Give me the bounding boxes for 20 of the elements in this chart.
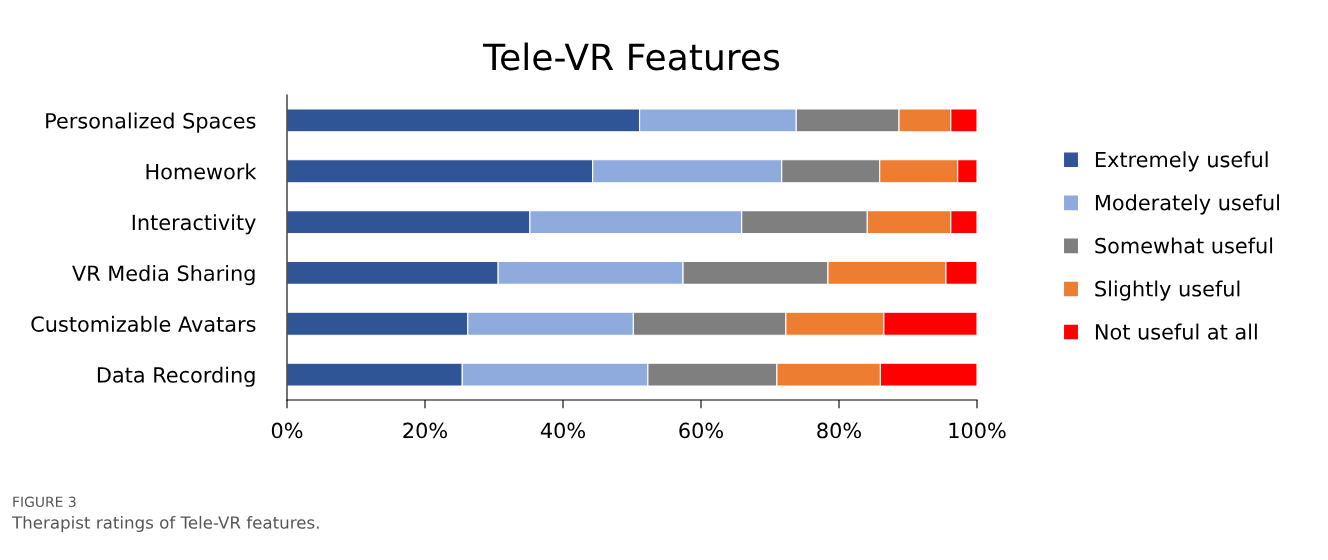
y-tick-label: Interactivity <box>132 214 256 235</box>
legend-label: Not useful at all <box>1095 323 1257 340</box>
x-tick-label: 0% <box>271 422 303 439</box>
chart-title: Tele-VR Features <box>482 42 780 71</box>
x-tick-label: 100% <box>949 422 1006 439</box>
x-tick-label: 40% <box>540 422 585 439</box>
x-tick-label: 60% <box>679 422 723 439</box>
legend-label: Somewhat useful <box>1095 237 1273 254</box>
y-tick-label: Homework <box>146 163 257 180</box>
text: Therapist ratings of Tele-VR features. <box>11 515 319 533</box>
y-tick-label: VR Media Sharing <box>72 265 255 286</box>
caption: FIGURE 3 <box>13 496 76 508</box>
legend-label: Extremely useful <box>1095 151 1268 172</box>
y-tick-label: Data Recording <box>97 366 255 387</box>
x-tick-label: 20% <box>403 422 447 439</box>
legend-label: Slightly useful <box>1095 280 1240 301</box>
legend-label: Moderately useful <box>1095 194 1279 215</box>
y-tick-label: Personalized Spaces <box>46 112 256 133</box>
x-tick-label: 80% <box>817 422 861 439</box>
y-tick-label: Customizable Avatars <box>31 315 256 332</box>
